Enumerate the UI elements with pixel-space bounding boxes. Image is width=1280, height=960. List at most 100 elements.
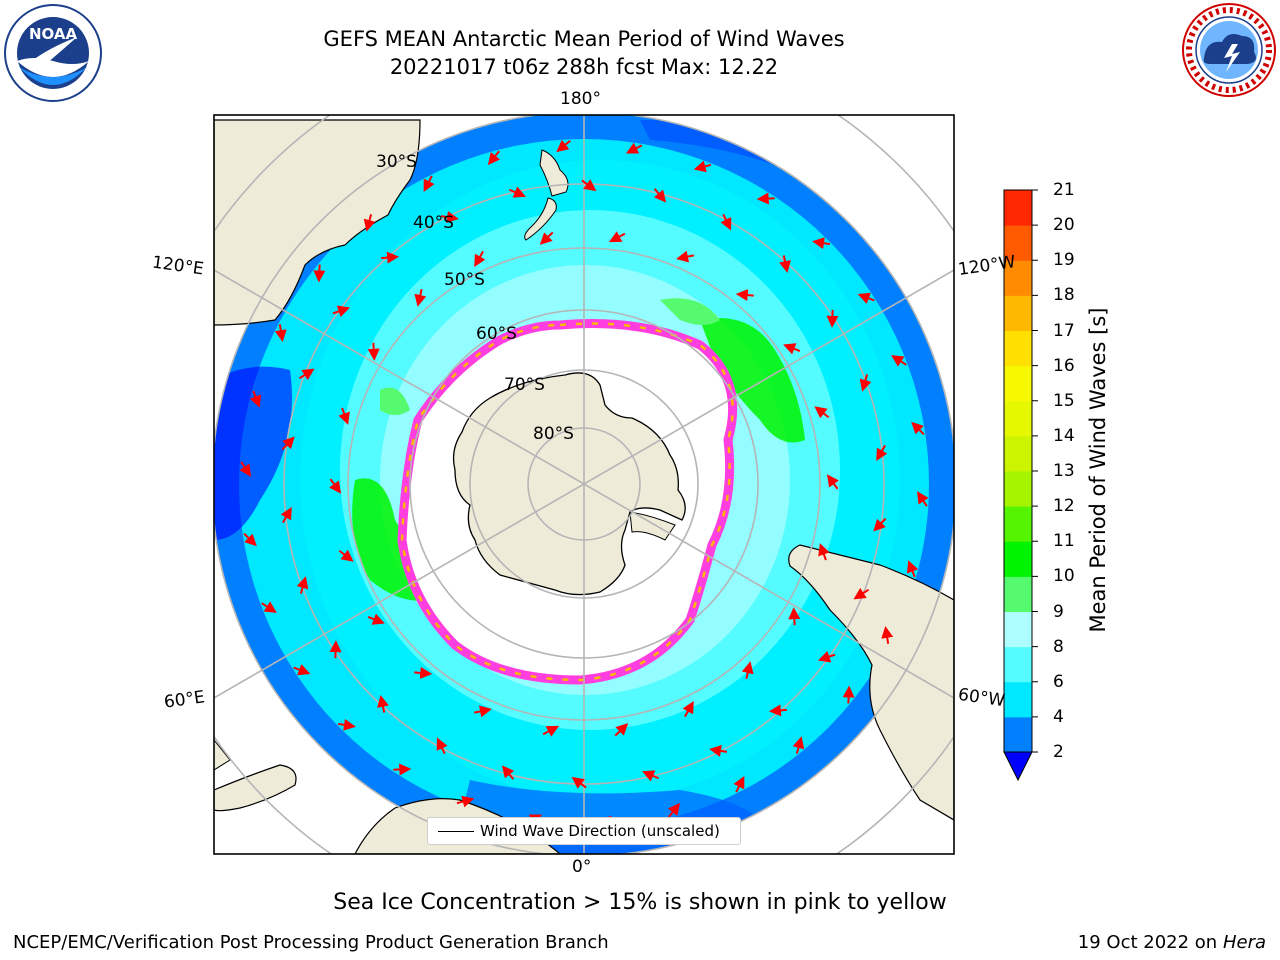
wind-wave-arrows [239, 139, 929, 829]
lat-label-30s: 30°S [376, 152, 417, 172]
colorbar-segment [1004, 260, 1032, 296]
wind-wave-arrow [280, 506, 292, 524]
south-america-landmass [788, 544, 954, 821]
wind-wave-arrow [436, 737, 448, 755]
wind-wave-arrow [720, 213, 732, 231]
wind-wave-arrow [653, 188, 667, 203]
colorbar-tick-label: 9 [1053, 601, 1064, 622]
wind-wave-arrow [367, 613, 385, 625]
wind-wave-arrow [274, 324, 287, 343]
lat-label-60s: 60°S [476, 324, 517, 344]
colorbar-tick-label: 14 [1053, 425, 1075, 446]
wind-wave-arrow [542, 725, 560, 737]
colorbar-segment [1004, 471, 1032, 507]
wind-wave-arrow [337, 718, 356, 731]
wind-wave-arrow [329, 478, 342, 494]
wind-wave-arrow [826, 474, 839, 490]
wind-wave-arrow [735, 289, 754, 302]
credit-left: NCEP/EMC/Verification Post Processing Pr… [13, 932, 609, 953]
colorbar-tick-label: 11 [1053, 531, 1075, 552]
wind-wave-arrow [474, 250, 486, 268]
wind-wave-arrow [440, 211, 459, 224]
wind-wave-arrow [414, 288, 427, 307]
wind-wave-arrow [487, 150, 501, 166]
nws-logo [1182, 3, 1276, 97]
wind-wave-arrow [367, 342, 380, 361]
colorbar-segment [1004, 716, 1032, 753]
wind-wave-arrow [788, 607, 801, 626]
noaa-logo: NOAA [4, 4, 102, 102]
wind-wave-arrow [474, 705, 492, 718]
wind-wave-arrow [906, 560, 919, 578]
wind-wave-arrow [876, 444, 888, 462]
credit-date: 19 Oct 2022 on [1077, 932, 1218, 953]
colorbar-segment [1004, 646, 1032, 683]
lat-label-40s: 40°S [413, 213, 454, 233]
colorbar-segment [1004, 435, 1032, 472]
svg-text:NOAA: NOAA [29, 25, 78, 43]
colorbar-tick-label: 12 [1053, 496, 1075, 517]
wind-wave-arrow [501, 765, 515, 780]
colorbar-tick-label: 17 [1053, 320, 1075, 341]
colorbar-tick-label: 10 [1053, 566, 1075, 587]
colorbar-tick-label: 8 [1053, 636, 1064, 657]
wind-wave-arrow [779, 255, 791, 274]
colorbar-segment [1004, 295, 1032, 331]
colorbar-under-triangle [1003, 751, 1033, 782]
wind-wave-arrow [911, 421, 925, 436]
wind-wave-arrow [338, 549, 354, 562]
wind-wave-arrow [363, 214, 376, 232]
colorbar-segment [1004, 365, 1032, 402]
colorbar-tick-label: 18 [1053, 285, 1075, 306]
wind-wave-arrow [332, 305, 351, 318]
lat-label-70s: 70°S [504, 375, 545, 395]
colorbar-segment [1004, 506, 1032, 542]
wind-wave-arrow [338, 407, 350, 425]
wind-wave-arrow [818, 543, 830, 561]
wind-wave-arrow [298, 368, 315, 381]
wind-wave-arrow [625, 142, 643, 154]
wind-wave-arrow [539, 231, 554, 245]
wind-wave-arrow [741, 661, 754, 680]
map-legend: Wind Wave Direction (unscaled) [427, 817, 741, 845]
colorbar-segment [1004, 576, 1032, 612]
wind-wave-arrow [881, 625, 894, 644]
sea-ice-note: Sea Ice Concentration > 15% is shown in … [333, 890, 947, 915]
wind-wave-arrow [571, 776, 587, 789]
legend-line-swatch [438, 831, 474, 832]
wind-wave-arrow [693, 160, 712, 173]
wind-wave-arrow [608, 231, 626, 243]
wind-wave-arrow [281, 436, 295, 451]
wind-wave-arrow [239, 461, 251, 477]
wind-wave-arrow [853, 587, 870, 600]
lon-label-0: 0° [572, 857, 592, 877]
colorbar [1003, 189, 1038, 782]
colorbar-segment [1004, 330, 1032, 367]
wind-wave-arrow [423, 175, 435, 193]
wind-wave-arrow [414, 666, 433, 679]
wind-wave-arrow [377, 694, 389, 713]
wind-wave-arrow [873, 517, 887, 532]
colorbar-title: Mean Period of Wind Waves [s] [1086, 307, 1110, 633]
credit-right: 19 Oct 2022 on Hera [1078, 932, 1266, 953]
colorbar-segment [1004, 541, 1032, 577]
wind-wave-arrow [296, 576, 309, 594]
wind-wave-arrow [313, 264, 326, 283]
australia-landmass [214, 119, 421, 326]
chart-subtitle: 20221017 t06z 288h fcst Max: 12.22 [389, 55, 779, 79]
wind-wave-arrow [249, 390, 262, 408]
wind-wave-arrow [817, 650, 836, 663]
legend-label: Wind Wave Direction (unscaled) [480, 822, 720, 840]
colorbar-tick-label: 19 [1053, 250, 1075, 271]
wind-wave-arrow [859, 374, 872, 392]
wind-wave-arrow [556, 139, 571, 153]
wind-wave-arrow [393, 763, 412, 776]
wind-wave-arrow [857, 292, 875, 304]
colorbar-segment [1004, 190, 1032, 226]
wind-wave-arrow [581, 179, 597, 192]
colorbar-tick-label: 21 [1053, 180, 1075, 200]
wind-wave-arrow [814, 406, 830, 419]
wind-wave-arrow [709, 744, 728, 757]
wind-wave-arrow [783, 343, 801, 355]
colorbar-tick-label: 6 [1053, 671, 1064, 692]
